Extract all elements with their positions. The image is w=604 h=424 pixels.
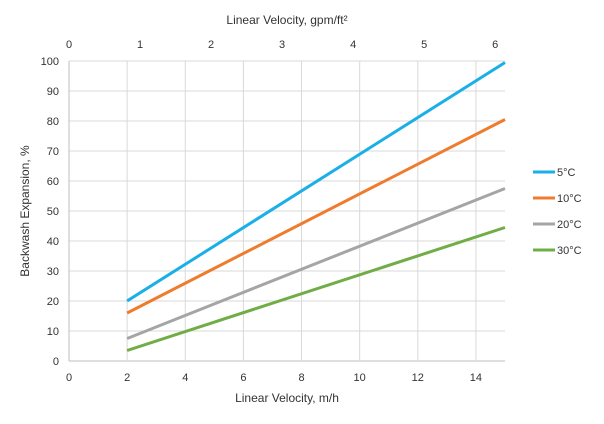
x2-tick-label: 1	[137, 39, 143, 51]
grid	[68, 60, 505, 362]
y-axis-ticks: 0 10 20 30 40 50 60 70 80 90 100	[41, 56, 59, 368]
plot-series	[126, 61, 506, 352]
x2-tick-label: 0	[66, 39, 72, 51]
x2-tick-label: 2	[208, 39, 214, 51]
y-tick-label: 20	[47, 296, 59, 308]
y-tick-label: 50	[47, 206, 59, 218]
x2-axis-title: Linear Velocity, gpm/ft²	[226, 13, 347, 27]
y-axis-title: Backwash Expansion, %	[18, 145, 32, 277]
legend-label: 5°C	[557, 167, 576, 179]
series-line	[126, 226, 506, 352]
x2-tick-label: 3	[279, 39, 285, 51]
y-tick-label: 30	[47, 266, 59, 278]
y-tick-label: 60	[47, 176, 59, 188]
x-tick-label: 12	[412, 372, 424, 384]
x-tick-label: 14	[470, 372, 482, 384]
x-tick-label: 2	[124, 372, 130, 384]
y-tick-label: 90	[47, 86, 59, 98]
x-tick-label: 0	[66, 372, 72, 384]
x2-tick-label: 6	[492, 39, 498, 51]
x2-tick-label: 4	[350, 39, 356, 51]
legend-label: 10°C	[557, 193, 582, 205]
y-tick-label: 80	[47, 116, 59, 128]
legend-label: 30°C	[557, 245, 582, 257]
x-tick-label: 8	[298, 372, 304, 384]
x-axis-title: Linear Velocity, m/h	[235, 391, 339, 405]
series-line	[126, 61, 506, 303]
x-axis-ticks: 0 2 4 6 8 10 12 14	[66, 372, 482, 384]
y-tick-label: 0	[53, 356, 59, 368]
series-line	[126, 187, 506, 340]
legend: 5°C 10°C 20°C 30°C	[533, 167, 582, 257]
y-tick-label: 70	[47, 146, 59, 158]
legend-label: 20°C	[557, 219, 582, 231]
series-line	[126, 118, 506, 315]
x-tick-label: 6	[240, 372, 246, 384]
x-tick-label: 10	[354, 372, 366, 384]
x2-axis-ticks: 0 1 2 3 4 5 6	[66, 39, 498, 51]
x-tick-label: 4	[182, 372, 188, 384]
y-tick-label: 100	[41, 56, 59, 68]
y-tick-label: 40	[47, 236, 59, 248]
y-tick-label: 10	[47, 326, 59, 338]
x2-tick-label: 5	[421, 39, 427, 51]
